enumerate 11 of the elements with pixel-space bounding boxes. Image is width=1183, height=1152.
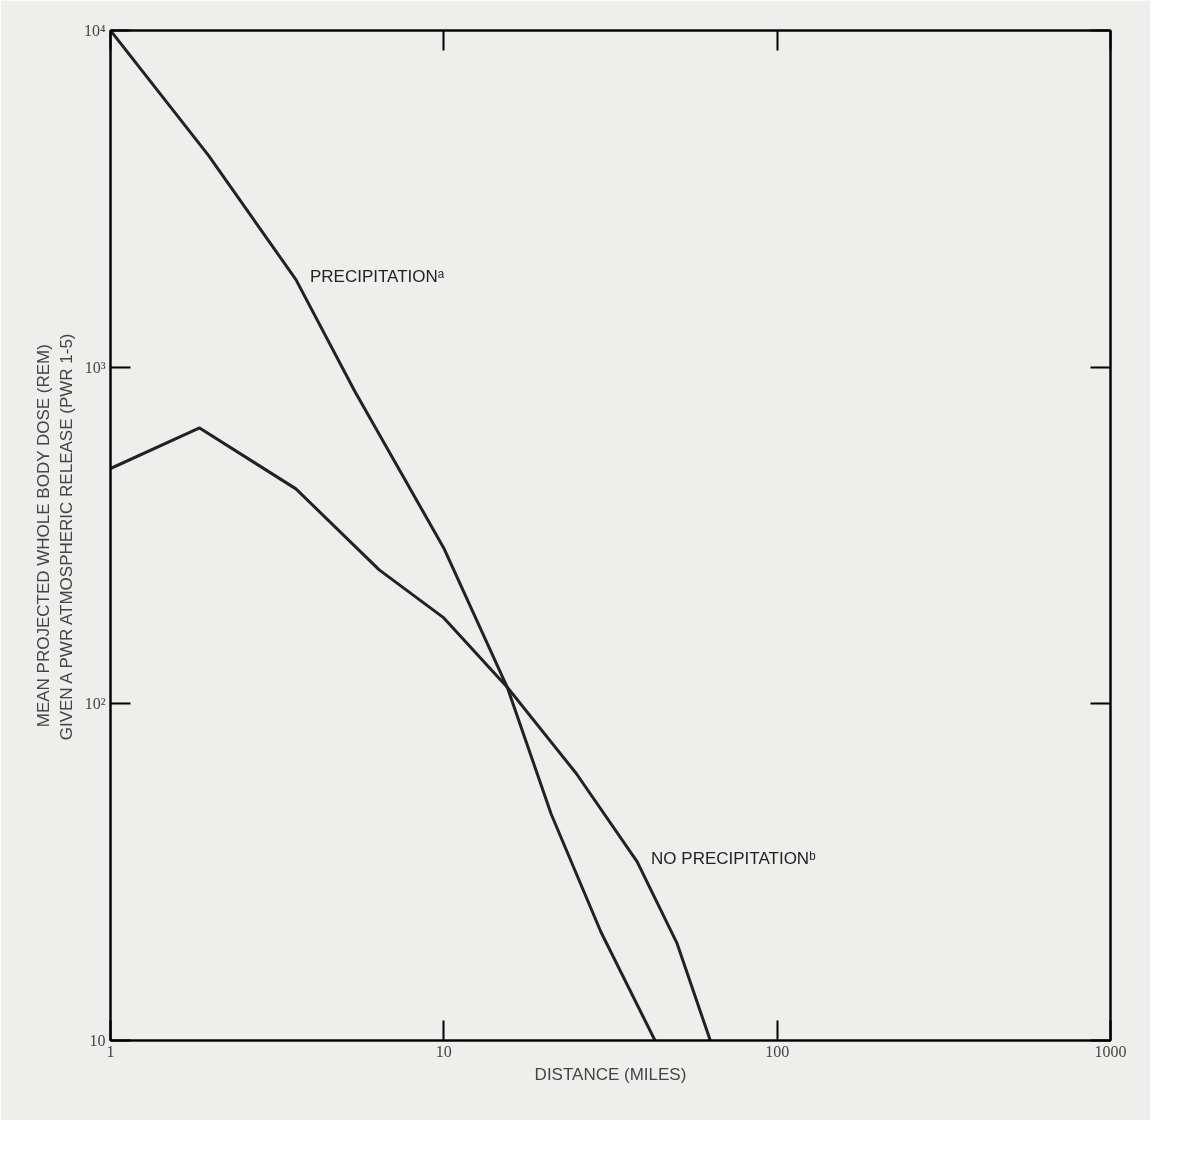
series-label: PRECIPITATIONᵃ <box>309 266 445 286</box>
y-tick-label: 10² <box>84 695 106 713</box>
y-axis-title: MEAN PROJECTED WHOLE BODY DOSE (REM) GIVEN A PWR ATMOSPHERIC RELEASE (PWR 1-5) <box>34 333 76 741</box>
series-label: NO PRECIPITATIONᵇ <box>651 848 816 868</box>
x-tick-label: 1000 <box>1094 1042 1127 1060</box>
x-tick-label: 1 <box>106 1042 115 1060</box>
x-tick-label: 100 <box>765 1042 790 1060</box>
y-tick-label: 10⁴ <box>83 22 106 39</box>
x-tick-label: 10 <box>435 1042 452 1060</box>
y-tick-label: 10³ <box>84 358 106 376</box>
x-axis-title: DISTANCE (MILES) <box>534 1064 687 1084</box>
